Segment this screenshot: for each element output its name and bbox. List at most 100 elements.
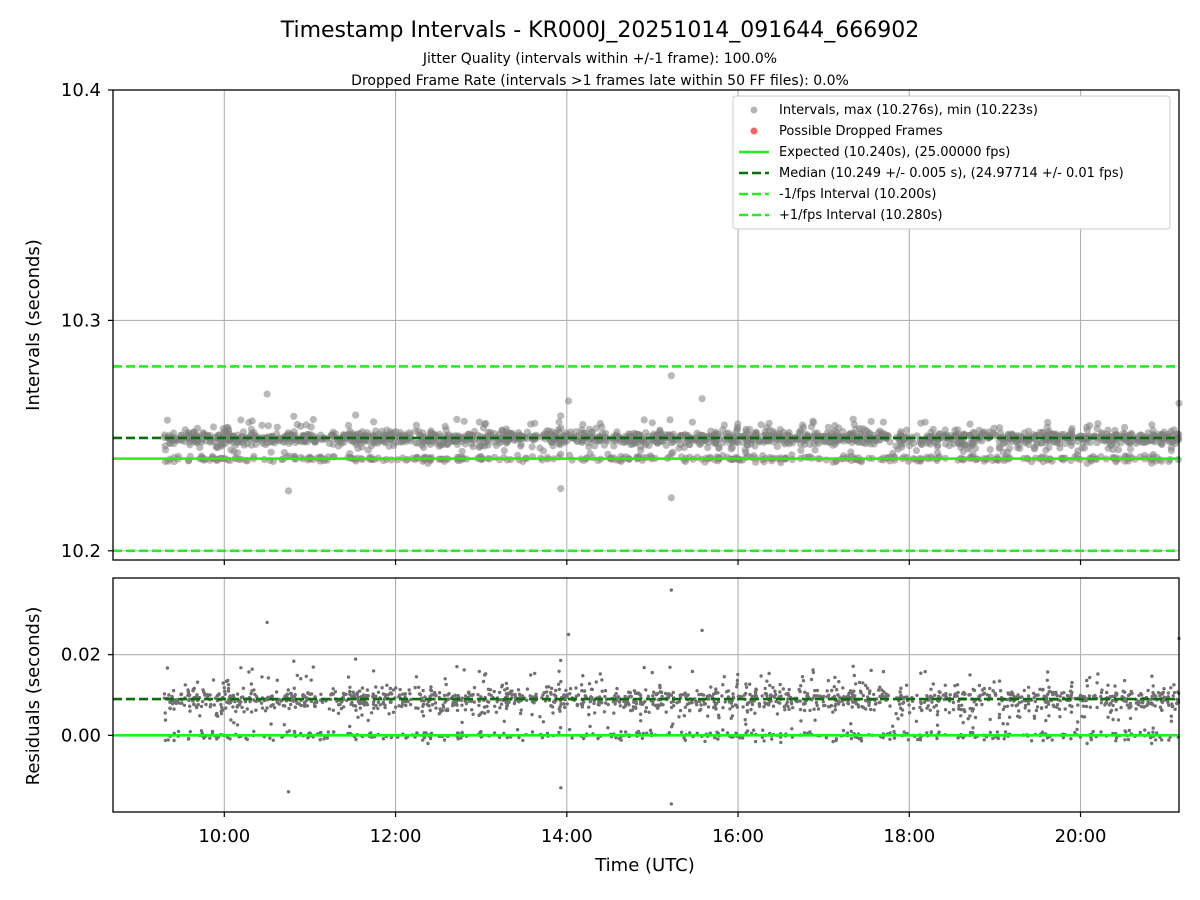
interval-point (688, 418, 697, 426)
residual-point (1150, 674, 1154, 678)
residual-point (716, 699, 721, 704)
residual-point (613, 702, 617, 706)
residual-point (646, 694, 650, 698)
residual-point (558, 726, 563, 730)
residual-point (231, 705, 235, 709)
interval-point (728, 443, 737, 452)
residual-point (387, 712, 391, 716)
residual-point (1020, 700, 1024, 704)
interval-point (273, 423, 281, 431)
residual-point (383, 705, 387, 710)
residual-point (477, 669, 481, 674)
intervals-legend: Intervals, max (10.276s), min (10.223s) … (732, 95, 1171, 230)
interval-point (412, 421, 420, 429)
residual-point (525, 698, 529, 702)
residual-point (376, 690, 381, 694)
residual-point (224, 679, 229, 684)
residual-point (172, 738, 176, 743)
residual-point (176, 729, 181, 734)
residual-point (606, 726, 610, 730)
residual-point (888, 737, 892, 741)
interval-point (894, 445, 902, 453)
residual-point (703, 739, 707, 744)
residual-point (685, 702, 689, 707)
interval-point (358, 443, 366, 451)
interval-point (906, 442, 914, 450)
residual-point (483, 711, 487, 715)
interval-point (212, 443, 220, 451)
residual-point (1040, 730, 1045, 734)
residual-point (348, 724, 352, 729)
residual-point (1032, 714, 1037, 718)
residual-point (997, 679, 1002, 683)
residual-point (832, 685, 836, 689)
interval-point (955, 438, 963, 446)
residual-point (694, 699, 698, 703)
chart-subtitle-jitter: Jitter Quality (intervals within +/-1 fr… (422, 51, 777, 67)
residual-point (892, 736, 897, 740)
residual-point (362, 703, 366, 707)
residual-point (304, 674, 308, 678)
residual-point (767, 703, 771, 707)
residual-point (235, 723, 240, 727)
residual-point (797, 687, 801, 692)
residual-point (500, 685, 504, 689)
interval-point (585, 425, 594, 433)
residual-point (558, 709, 562, 713)
residual-point (168, 706, 172, 711)
interval-point (1061, 440, 1069, 448)
residual-point (559, 658, 563, 663)
residual-point (1033, 699, 1038, 704)
residual-point (634, 706, 638, 710)
residual-point (507, 700, 511, 704)
residual-point (1031, 691, 1036, 695)
residual-point (581, 700, 586, 704)
residual-point (604, 701, 608, 705)
residual-point (505, 691, 510, 696)
residual-point (982, 691, 987, 695)
residual-point (667, 731, 672, 735)
residual-point (222, 689, 227, 694)
residual-point (305, 696, 309, 700)
interval-point (429, 437, 437, 445)
residual-point (1106, 715, 1110, 719)
residual-point (973, 715, 978, 720)
interval-point (1036, 428, 1044, 436)
residual-point (888, 731, 892, 735)
legend-label-expected: Expected (10.240s), (25.00000 fps) (779, 145, 1010, 160)
residual-point (248, 699, 252, 704)
residual-point (346, 675, 351, 679)
residual-point (863, 698, 868, 703)
residual-point (846, 694, 850, 698)
residual-point (291, 699, 295, 703)
residual-point (505, 703, 510, 708)
residual-point (643, 709, 648, 714)
residual-point (1076, 720, 1080, 724)
residual-point (698, 708, 702, 713)
interval-point (1123, 437, 1131, 445)
residual-point (274, 690, 279, 694)
residual-point (518, 711, 523, 716)
residual-point (706, 714, 710, 718)
residual-point (831, 739, 835, 744)
residual-point (616, 695, 621, 699)
residual-point (868, 707, 873, 712)
residual-point (547, 685, 551, 689)
residual-point (342, 705, 346, 709)
residual-point (956, 699, 961, 703)
residual-point (363, 700, 367, 704)
residual-point (690, 700, 694, 705)
interval-point (917, 419, 925, 427)
residual-point (252, 729, 256, 734)
residual-point (1106, 683, 1110, 687)
residual-point (762, 739, 766, 743)
residual-point (743, 718, 747, 722)
residual-point (163, 738, 168, 743)
residual-point (385, 683, 389, 687)
residual-point (872, 692, 876, 697)
interval-point (224, 428, 233, 436)
interval-point (824, 423, 833, 431)
residual-point (1089, 737, 1094, 742)
residual-point (779, 694, 783, 698)
legend-entry-dropped: Possible Dropped Frames (750, 124, 943, 139)
